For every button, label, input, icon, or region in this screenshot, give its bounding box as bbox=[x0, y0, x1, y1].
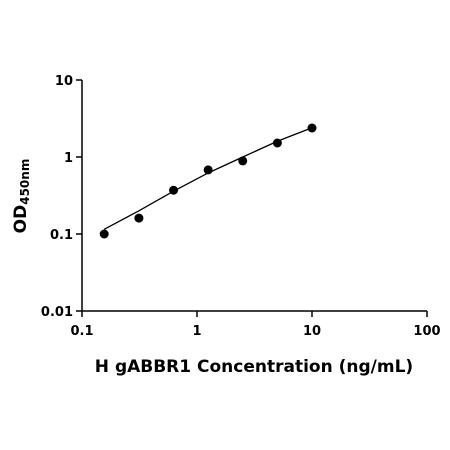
data-point bbox=[307, 123, 317, 133]
x-axis-label: H gABBR1 Concentration (ng/mL) bbox=[95, 357, 413, 377]
data-point bbox=[99, 229, 109, 239]
data-point bbox=[238, 156, 248, 166]
x-tick-label: 1 bbox=[192, 324, 201, 339]
y-axis-label-main: OD bbox=[11, 205, 31, 234]
data-point bbox=[203, 165, 213, 175]
x-tick-label: 100 bbox=[413, 324, 440, 339]
y-axis-label-sub: 450nm bbox=[18, 159, 32, 205]
y-tick-label: 10 bbox=[55, 74, 73, 89]
y-tick-label: 0.01 bbox=[41, 305, 73, 320]
data-point bbox=[134, 213, 144, 223]
y-axis-label: OD450nm bbox=[11, 159, 32, 234]
y-tick-label: 0.1 bbox=[50, 228, 73, 243]
data-point bbox=[272, 138, 282, 148]
y-tick-label: 1 bbox=[64, 151, 73, 166]
x-tick-label: 10 bbox=[303, 324, 321, 339]
data-point bbox=[169, 185, 179, 195]
x-tick-label: 0.1 bbox=[70, 324, 93, 339]
